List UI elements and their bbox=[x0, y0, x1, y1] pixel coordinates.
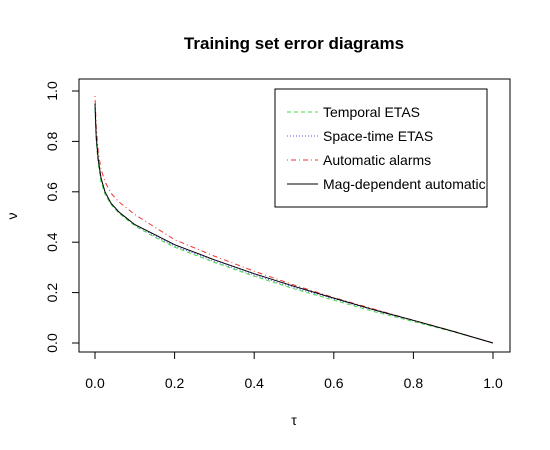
y-axis-label: ν bbox=[4, 213, 20, 220]
series-line-0 bbox=[94, 108, 494, 344]
y-tick-label: 0.8 bbox=[44, 131, 60, 151]
x-tick-label: 0.2 bbox=[165, 375, 185, 391]
chart-title: Training set error diagrams bbox=[184, 34, 404, 53]
legend-label-2: Automatic alarms bbox=[323, 152, 431, 168]
x-tick-label: 0.4 bbox=[244, 375, 264, 391]
x-tick-label: 0.6 bbox=[324, 375, 344, 391]
x-tick-label: 1.0 bbox=[483, 375, 503, 391]
legend: Temporal ETAS Space-time ETAS Automatic al… bbox=[274, 88, 488, 208]
y-tick-label: 1.0 bbox=[44, 81, 60, 101]
legend-box bbox=[274, 88, 488, 208]
x-tick-label: 0.0 bbox=[85, 375, 105, 391]
x-axis-label: τ bbox=[291, 412, 297, 428]
series-line-3 bbox=[94, 103, 494, 344]
legend-label-1: Space-time ETAS bbox=[323, 128, 433, 144]
y-tick-label: 0.2 bbox=[44, 283, 60, 303]
legend-label-3: Mag-dependent automatic bbox=[323, 176, 486, 192]
y-axis: 0.0 0.2 0.4 0.6 0.8 1.0 bbox=[44, 81, 80, 353]
legend-label-0: Temporal ETAS bbox=[323, 104, 420, 120]
x-axis: 0.0 0.2 0.4 0.6 0.8 1.0 bbox=[85, 351, 503, 391]
series-line-2 bbox=[94, 95, 494, 344]
x-tick-label: 0.8 bbox=[404, 375, 424, 391]
y-tick-label: 0.4 bbox=[44, 232, 60, 252]
series-layer bbox=[94, 95, 494, 344]
y-tick-label: 0.6 bbox=[44, 182, 60, 202]
y-tick-label: 0.0 bbox=[44, 333, 60, 353]
